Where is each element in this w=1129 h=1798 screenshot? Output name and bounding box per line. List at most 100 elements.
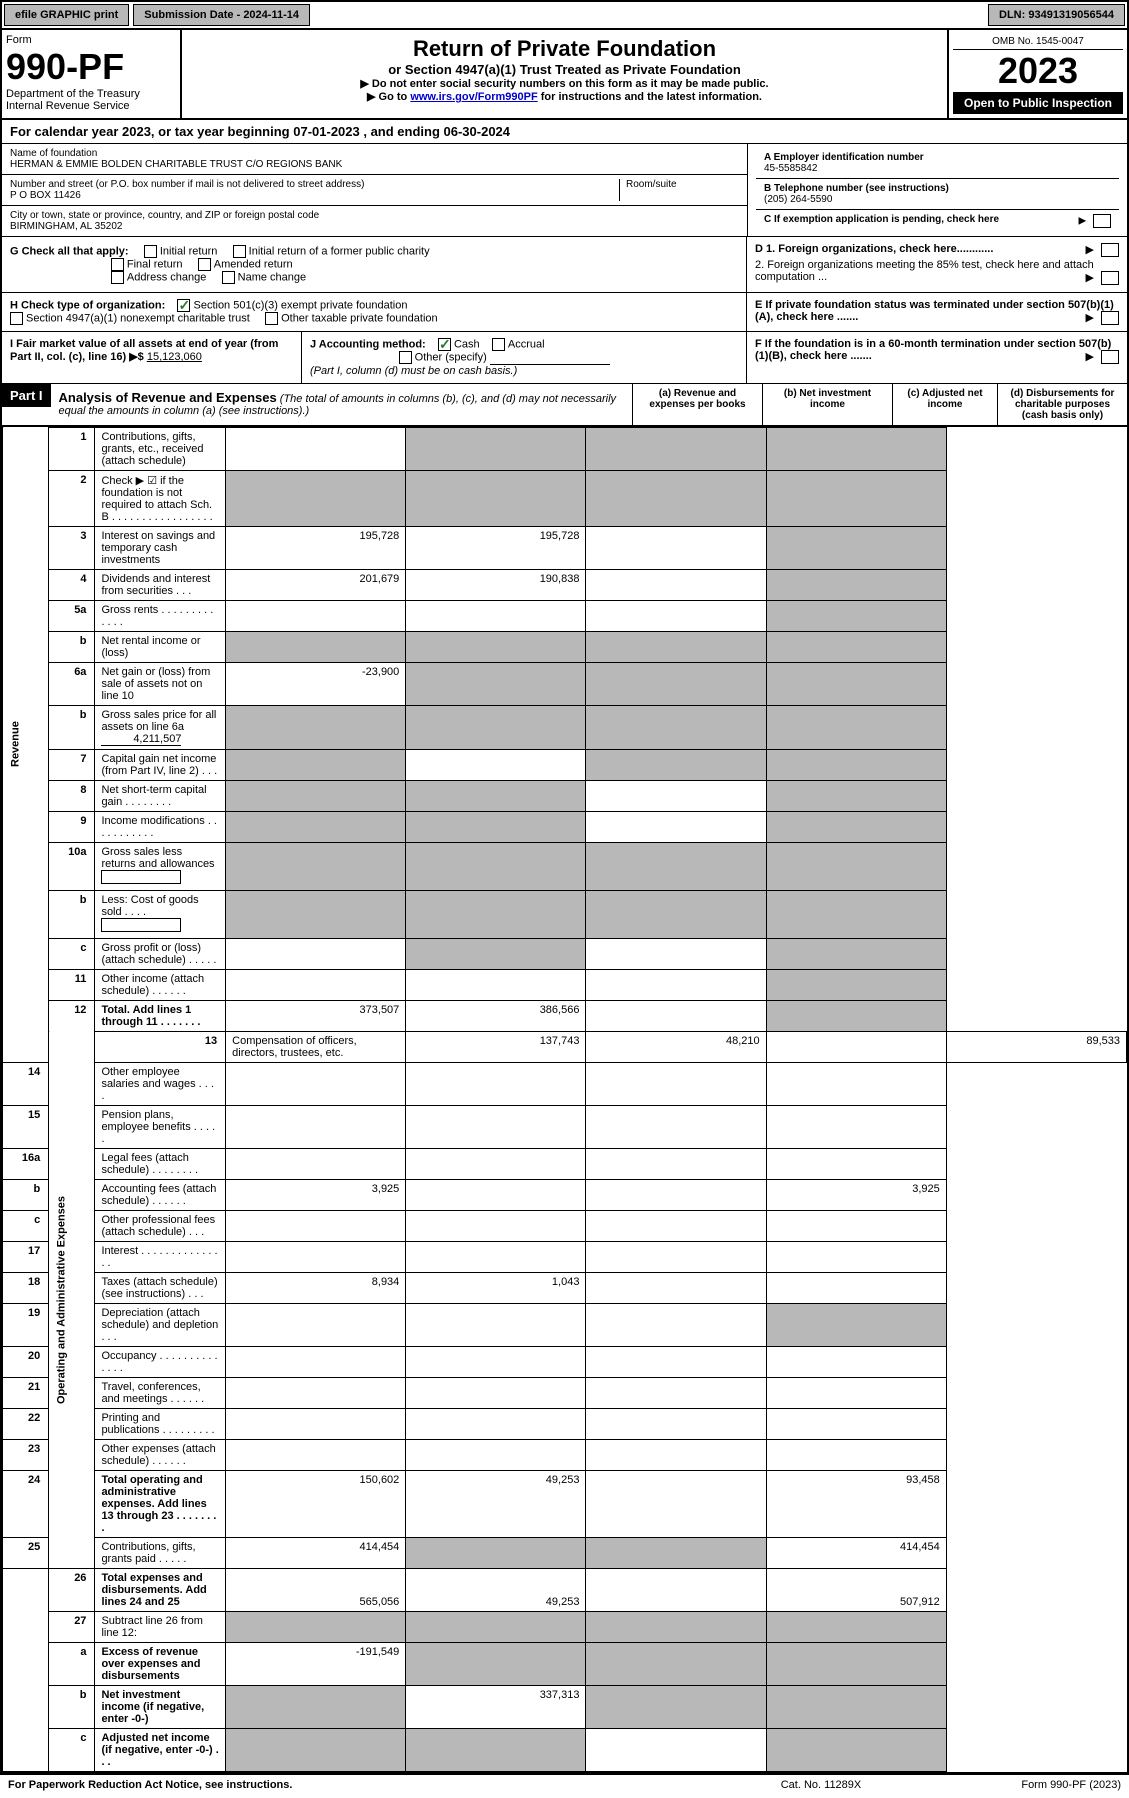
line-4: Dividends and interest from securities .… <box>95 569 226 600</box>
table-row: 3Interest on savings and temporary cash … <box>3 526 1127 569</box>
g-label: G Check all that apply: <box>10 245 129 257</box>
val-4b: 190,838 <box>406 569 586 600</box>
d1-checkbox[interactable] <box>1101 243 1119 257</box>
line-10c: Gross profit or (loss) (attach schedule)… <box>95 938 226 969</box>
d2-checkbox[interactable] <box>1101 271 1119 285</box>
table-row: 14Other employee salaries and wages . . … <box>3 1062 1127 1105</box>
val-6aa: -23,900 <box>226 662 406 705</box>
h-opt-1: Section 501(c)(3) exempt private foundat… <box>193 299 407 311</box>
table-row: 6aNet gain or (loss) from sale of assets… <box>3 662 1127 705</box>
j-note: (Part I, column (d) must be on cash basi… <box>310 365 517 377</box>
g-opt-2: Final return <box>127 258 183 270</box>
col-c-header: (c) Adjusted net income <box>892 384 997 425</box>
g-opt-0: Initial return <box>160 245 217 257</box>
form-header: Form 990-PF Department of the Treasury I… <box>2 30 1127 120</box>
line-16b: Accounting fees (attach schedule) . . . … <box>95 1179 226 1210</box>
j-other-checkbox[interactable] <box>399 351 412 364</box>
g-initial-former-checkbox[interactable] <box>233 245 246 258</box>
j-other-label: Other (specify) <box>415 352 487 364</box>
val-25a: 414,454 <box>226 1537 406 1568</box>
val-4a: 201,679 <box>226 569 406 600</box>
line-16a: Legal fees (attach schedule) . . . . . .… <box>95 1148 226 1179</box>
g-opt-5: Name change <box>238 271 307 283</box>
g-opt-1: Initial return of a former public charit… <box>249 245 430 257</box>
line-14: Other employee salaries and wages . . . … <box>95 1062 226 1105</box>
table-row: Revenue 1Contributions, gifts, grants, e… <box>3 427 1127 470</box>
val-25d: 414,454 <box>766 1537 946 1568</box>
form-number: 990-PF <box>6 46 176 88</box>
table-row: bAccounting fees (attach schedule) . . .… <box>3 1179 1127 1210</box>
line-26: Total expenses and disbursements. Add li… <box>95 1568 226 1611</box>
dept: Department of the Treasury <box>6 88 176 100</box>
j-accrual-checkbox[interactable] <box>492 338 505 351</box>
table-row: 26Total expenses and disbursements. Add … <box>3 1568 1127 1611</box>
e-checkbox[interactable] <box>1101 311 1119 325</box>
h-other-checkbox[interactable] <box>265 312 278 325</box>
part1-header-row: Part I Analysis of Revenue and Expenses … <box>2 384 1127 427</box>
table-row: 24Total operating and administrative exp… <box>3 1470 1127 1537</box>
e-label: E If private foundation status was termi… <box>755 299 1114 323</box>
table-row: 9Income modifications . . . . . . . . . … <box>3 811 1127 842</box>
g-address-checkbox[interactable] <box>111 271 124 284</box>
g-initial-checkbox[interactable] <box>144 245 157 258</box>
part1-table: Revenue 1Contributions, gifts, grants, e… <box>2 427 1127 1772</box>
g-final-checkbox[interactable] <box>111 258 124 271</box>
line-22: Printing and publications . . . . . . . … <box>95 1408 226 1439</box>
line-8: Net short-term capital gain . . . . . . … <box>95 780 226 811</box>
line-27c: Adjusted net income (if negative, enter … <box>95 1728 226 1771</box>
f-label: F If the foundation is in a 60-month ter… <box>755 338 1111 362</box>
footer-form: Form 990-PF (2023) <box>921 1779 1121 1791</box>
line-21: Travel, conferences, and meetings . . . … <box>95 1377 226 1408</box>
table-row: 5aGross rents . . . . . . . . . . . . . <box>3 600 1127 631</box>
d1-label: D 1. Foreign organizations, check here..… <box>755 243 993 255</box>
table-row: 7Capital gain net income (from Part IV, … <box>3 749 1127 780</box>
h-501c3-checkbox[interactable] <box>177 299 190 312</box>
f-checkbox[interactable] <box>1101 350 1119 364</box>
footer-cat: Cat. No. 11289X <box>721 1779 921 1791</box>
topbar: efile GRAPHIC print Submission Date - 20… <box>2 2 1127 30</box>
val-24a: 150,602 <box>226 1470 406 1537</box>
line-18: Taxes (attach schedule) (see instruction… <box>95 1272 226 1303</box>
table-row: bNet investment income (if negative, ent… <box>3 1685 1127 1728</box>
line-20: Occupancy . . . . . . . . . . . . . . <box>95 1346 226 1377</box>
room-label: Room/suite <box>626 179 739 190</box>
part1-title: Analysis of Revenue and Expenses <box>59 390 277 405</box>
val-3b: 195,728 <box>406 526 586 569</box>
foundation-name: HERMAN & EMMIE BOLDEN CHARITABLE TRUST C… <box>10 159 739 170</box>
h-opt-2: Section 4947(a)(1) nonexempt charitable … <box>26 312 250 324</box>
g-name-checkbox[interactable] <box>222 271 235 284</box>
j-cash-checkbox[interactable] <box>438 338 451 351</box>
line-25: Contributions, gifts, grants paid . . . … <box>95 1537 226 1568</box>
city-state-zip: BIRMINGHAM, AL 35202 <box>10 221 739 232</box>
omb-number: OMB No. 1545-0047 <box>953 34 1123 50</box>
val-26d: 507,912 <box>766 1568 946 1611</box>
line-24: Total operating and administrative expen… <box>95 1470 226 1537</box>
h-4947-checkbox[interactable] <box>10 312 23 325</box>
line-12: Total. Add lines 1 through 11 . . . . . … <box>95 1000 226 1031</box>
line-16c: Other professional fees (attach schedule… <box>95 1210 226 1241</box>
col-d-header: (d) Disbursements for charitable purpose… <box>997 384 1127 425</box>
table-row: 20Occupancy . . . . . . . . . . . . . . <box>3 1346 1127 1377</box>
col-b-header: (b) Net investment income <box>762 384 892 425</box>
efile-print-button[interactable]: efile GRAPHIC print <box>4 4 129 26</box>
table-row: 10aGross sales less returns and allowanc… <box>3 842 1127 890</box>
h-opt-3: Other taxable private foundation <box>281 312 438 324</box>
val-24b: 49,253 <box>406 1470 586 1537</box>
j-label: J Accounting method: <box>310 339 426 351</box>
section-h-e: H Check type of organization: Section 50… <box>2 293 1127 332</box>
h-label: H Check type of organization: <box>10 299 165 311</box>
table-row: aExcess of revenue over expenses and dis… <box>3 1642 1127 1685</box>
val-12b: 386,566 <box>406 1000 586 1031</box>
table-row: 19Depreciation (attach schedule) and dep… <box>3 1303 1127 1346</box>
g-opt-3: Amended return <box>214 258 293 270</box>
val-24d: 93,458 <box>766 1470 946 1537</box>
irs-link[interactable]: www.irs.gov/Form990PF <box>410 91 537 103</box>
val-3a: 195,728 <box>226 526 406 569</box>
table-row: 2Check ▶ ☑ if the foundation is not requ… <box>3 470 1127 526</box>
c-checkbox[interactable] <box>1093 214 1111 228</box>
i-label: I Fair market value of all assets at end… <box>10 338 278 363</box>
section-i-j-f: I Fair market value of all assets at end… <box>2 332 1127 383</box>
g-amended-checkbox[interactable] <box>198 258 211 271</box>
line-27: Subtract line 26 from line 12: <box>95 1611 226 1642</box>
table-row: 25Contributions, gifts, grants paid . . … <box>3 1537 1127 1568</box>
